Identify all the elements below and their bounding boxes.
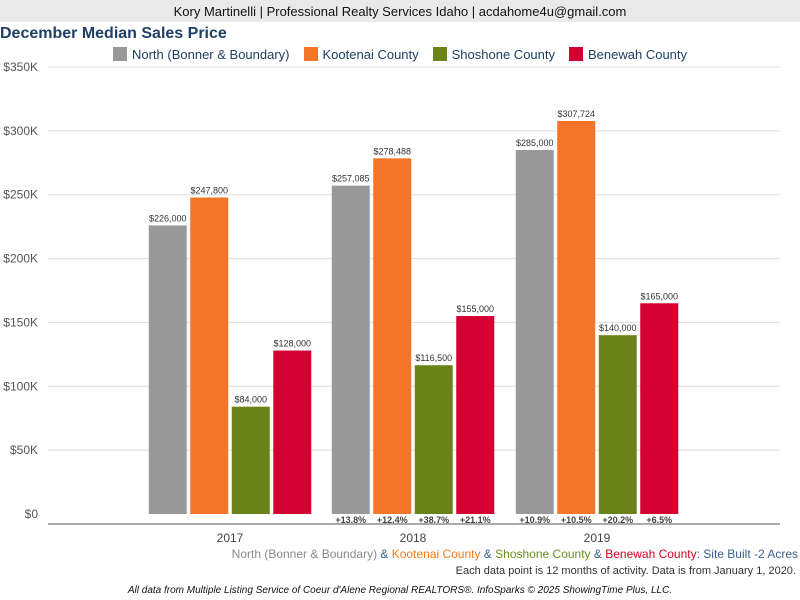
chart-subtitle: North (Bonner & Boundary) & Kootenai Cou… bbox=[232, 547, 798, 561]
legend-label-shoshone: Shoshone County bbox=[451, 46, 555, 62]
x-tick-label: 2019 bbox=[584, 531, 611, 545]
subtitle-part-benewah: Benewah County bbox=[605, 547, 697, 561]
bar bbox=[331, 185, 370, 515]
subtitle-part-north: North (Bonner & Boundary) bbox=[231, 547, 378, 561]
bar-change-label: +38.7% bbox=[418, 515, 449, 525]
bar-chart: $0 $50K $100K $150K $200K $250K $300K $350K $226… bbox=[3, 60, 780, 545]
bar-change-label: +20.2% bbox=[602, 515, 633, 525]
legend-swatch-kootenai bbox=[303, 47, 318, 61]
bar-value-label: $116,500 bbox=[415, 353, 452, 363]
bar-value-label: $226,000 bbox=[149, 213, 187, 223]
bar-value-label: $307,724 bbox=[557, 109, 595, 119]
footer-credit: All data from Multiple Listing Service o… bbox=[127, 585, 673, 596]
y-tick-label: $50K bbox=[10, 443, 38, 457]
bar bbox=[148, 225, 187, 514]
legend-label-kootenai: Kootenai County bbox=[322, 46, 419, 62]
subtitle-part-shoshone: Shoshone County bbox=[495, 547, 591, 561]
bar-change-label: +10.9% bbox=[519, 515, 550, 525]
x-tick-label: 2017 bbox=[217, 531, 244, 545]
data-note: Each data point is 12 months of activity… bbox=[455, 565, 796, 577]
legend-swatch-north bbox=[112, 47, 127, 61]
bar-change-label: +12.4% bbox=[377, 515, 408, 525]
bar-value-label: $84,000 bbox=[234, 395, 267, 405]
header-contact: Kory Martinelli | Professional Realty Se… bbox=[0, 0, 800, 22]
legend-swatch-benewah bbox=[569, 47, 583, 61]
bar-value-label: $155,000 bbox=[456, 304, 494, 314]
bar bbox=[640, 303, 679, 514]
bar-value-label: $257,085 bbox=[332, 174, 370, 184]
bar-change-label: +6.5% bbox=[646, 515, 672, 525]
bar bbox=[231, 406, 270, 514]
legend-item-benewah[interactable]: Benewah County bbox=[569, 47, 687, 62]
y-tick-label: $300K bbox=[3, 124, 38, 138]
bar-change-label: +10.5% bbox=[561, 515, 592, 525]
y-tick-label: $200K bbox=[3, 252, 38, 266]
y-tick-label: $150K bbox=[3, 315, 38, 329]
bar bbox=[515, 150, 554, 514]
subtitle-part-amp-3: & bbox=[590, 547, 606, 561]
y-tick-label: $350K bbox=[3, 60, 38, 74]
legend-label-benewah: Benewah County bbox=[588, 46, 688, 62]
bar-value-label: $140,000 bbox=[599, 323, 637, 333]
bar bbox=[598, 335, 637, 514]
bar-value-label: $247,800 bbox=[190, 186, 228, 196]
bar bbox=[373, 158, 412, 514]
bar-value-label: $165,000 bbox=[640, 291, 678, 301]
bar-value-label: $278,488 bbox=[373, 146, 411, 156]
bar-change-label: +21.1% bbox=[460, 515, 491, 525]
chart-title: December Median Sales Price bbox=[0, 25, 227, 42]
bar bbox=[414, 365, 453, 514]
bar-change-label: +13.8% bbox=[335, 515, 366, 525]
chart-legend: North (Bonner & Boundary) Kootenai Count… bbox=[0, 44, 800, 64]
y-tick-label: $250K bbox=[3, 188, 38, 202]
subtitle-part-amp-1: & bbox=[377, 547, 392, 561]
y-tick-label: $0 bbox=[25, 507, 39, 521]
x-tick-label: 2018 bbox=[400, 531, 427, 545]
bar bbox=[273, 350, 312, 514]
subtitle-part-kootenai: Kootenai County bbox=[391, 547, 481, 561]
subtitle-part-amp-2: & bbox=[480, 547, 496, 561]
bar-value-label: $285,000 bbox=[516, 138, 554, 148]
legend-item-shoshone[interactable]: Shoshone County bbox=[432, 46, 555, 62]
y-tick-label: $100K bbox=[3, 379, 38, 393]
bar-value-label: $128,000 bbox=[273, 339, 311, 349]
legend-swatch-shoshone bbox=[432, 47, 447, 61]
legend-item-kootenai[interactable]: Kootenai County bbox=[303, 46, 419, 62]
bar bbox=[190, 197, 229, 515]
subtitle-part-suffix: : Site Built -2 Acres bbox=[696, 547, 798, 561]
bar bbox=[557, 120, 596, 514]
legend-item-north[interactable]: North (Bonner & Boundary) bbox=[112, 46, 290, 62]
bar bbox=[456, 316, 495, 514]
legend-label-north: North (Bonner & Boundary) bbox=[131, 46, 290, 62]
